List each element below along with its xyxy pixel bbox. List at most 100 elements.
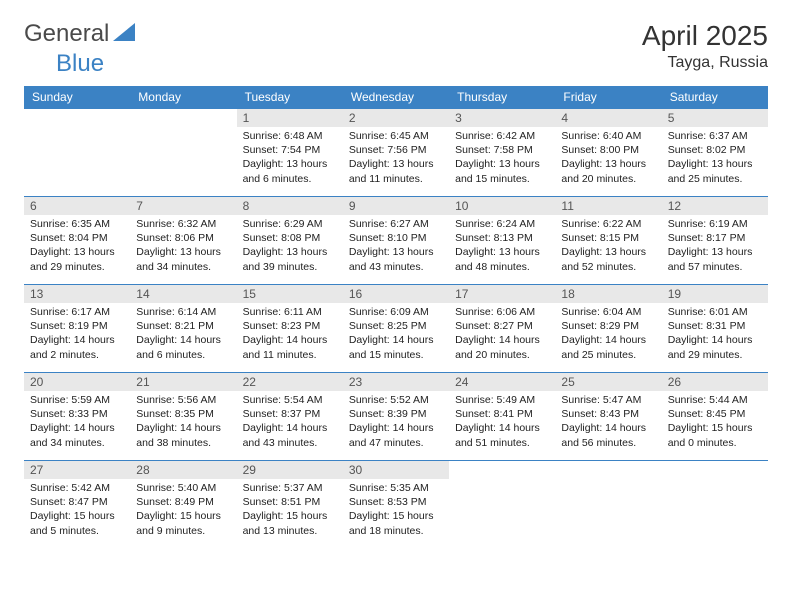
day-number: 23	[343, 373, 449, 391]
calendar-empty-cell	[130, 109, 236, 197]
day-number: 11	[555, 197, 661, 215]
calendar-day-cell: 22Sunrise: 5:54 AMSunset: 8:37 PMDayligh…	[237, 373, 343, 461]
day-number: 10	[449, 197, 555, 215]
day-number: 26	[662, 373, 768, 391]
calendar-week-row: 1Sunrise: 6:48 AMSunset: 7:54 PMDaylight…	[24, 109, 768, 197]
weekday-header-row: SundayMondayTuesdayWednesdayThursdayFrid…	[24, 86, 768, 109]
day-content: Sunrise: 6:37 AMSunset: 8:02 PMDaylight:…	[662, 127, 768, 190]
logo-text-general: General	[24, 20, 109, 48]
day-number: 16	[343, 285, 449, 303]
day-content: Sunrise: 6:01 AMSunset: 8:31 PMDaylight:…	[662, 303, 768, 366]
day-content: Sunrise: 5:44 AMSunset: 8:45 PMDaylight:…	[662, 391, 768, 454]
day-content: Sunrise: 6:40 AMSunset: 8:00 PMDaylight:…	[555, 127, 661, 190]
calendar-day-cell: 28Sunrise: 5:40 AMSunset: 8:49 PMDayligh…	[130, 461, 236, 549]
calendar-day-cell: 15Sunrise: 6:11 AMSunset: 8:23 PMDayligh…	[237, 285, 343, 373]
day-number: 9	[343, 197, 449, 215]
day-content: Sunrise: 6:19 AMSunset: 8:17 PMDaylight:…	[662, 215, 768, 278]
calendar-day-cell: 19Sunrise: 6:01 AMSunset: 8:31 PMDayligh…	[662, 285, 768, 373]
day-content: Sunrise: 5:49 AMSunset: 8:41 PMDaylight:…	[449, 391, 555, 454]
day-number: 22	[237, 373, 343, 391]
calendar-day-cell: 12Sunrise: 6:19 AMSunset: 8:17 PMDayligh…	[662, 197, 768, 285]
day-content: Sunrise: 5:47 AMSunset: 8:43 PMDaylight:…	[555, 391, 661, 454]
calendar-day-cell: 21Sunrise: 5:56 AMSunset: 8:35 PMDayligh…	[130, 373, 236, 461]
weekday-header: Thursday	[449, 86, 555, 109]
day-content: Sunrise: 5:59 AMSunset: 8:33 PMDaylight:…	[24, 391, 130, 454]
calendar-empty-cell	[555, 461, 661, 549]
day-content: Sunrise: 6:06 AMSunset: 8:27 PMDaylight:…	[449, 303, 555, 366]
calendar-day-cell: 10Sunrise: 6:24 AMSunset: 8:13 PMDayligh…	[449, 197, 555, 285]
day-content: Sunrise: 5:56 AMSunset: 8:35 PMDaylight:…	[130, 391, 236, 454]
day-content: Sunrise: 6:45 AMSunset: 7:56 PMDaylight:…	[343, 127, 449, 190]
calendar-day-cell: 9Sunrise: 6:27 AMSunset: 8:10 PMDaylight…	[343, 197, 449, 285]
weekday-header: Friday	[555, 86, 661, 109]
day-number: 3	[449, 109, 555, 127]
day-number: 20	[24, 373, 130, 391]
calendar-day-cell: 2Sunrise: 6:45 AMSunset: 7:56 PMDaylight…	[343, 109, 449, 197]
day-content: Sunrise: 6:14 AMSunset: 8:21 PMDaylight:…	[130, 303, 236, 366]
calendar-week-row: 27Sunrise: 5:42 AMSunset: 8:47 PMDayligh…	[24, 461, 768, 549]
day-number: 19	[662, 285, 768, 303]
day-content: Sunrise: 6:32 AMSunset: 8:06 PMDaylight:…	[130, 215, 236, 278]
calendar-table: SundayMondayTuesdayWednesdayThursdayFrid…	[24, 86, 768, 549]
weekday-header: Tuesday	[237, 86, 343, 109]
calendar-week-row: 6Sunrise: 6:35 AMSunset: 8:04 PMDaylight…	[24, 197, 768, 285]
day-number: 17	[449, 285, 555, 303]
calendar-empty-cell	[662, 461, 768, 549]
calendar-day-cell: 17Sunrise: 6:06 AMSunset: 8:27 PMDayligh…	[449, 285, 555, 373]
calendar-week-row: 20Sunrise: 5:59 AMSunset: 8:33 PMDayligh…	[24, 373, 768, 461]
weekday-header: Sunday	[24, 86, 130, 109]
day-number: 1	[237, 109, 343, 127]
day-content: Sunrise: 6:04 AMSunset: 8:29 PMDaylight:…	[555, 303, 661, 366]
weekday-header: Monday	[130, 86, 236, 109]
calendar-day-cell: 29Sunrise: 5:37 AMSunset: 8:51 PMDayligh…	[237, 461, 343, 549]
weekday-header: Wednesday	[343, 86, 449, 109]
day-content: Sunrise: 6:48 AMSunset: 7:54 PMDaylight:…	[237, 127, 343, 190]
day-number: 24	[449, 373, 555, 391]
day-content: Sunrise: 6:35 AMSunset: 8:04 PMDaylight:…	[24, 215, 130, 278]
logo: General	[24, 20, 137, 48]
day-content: Sunrise: 6:17 AMSunset: 8:19 PMDaylight:…	[24, 303, 130, 366]
day-content: Sunrise: 6:29 AMSunset: 8:08 PMDaylight:…	[237, 215, 343, 278]
calendar-day-cell: 5Sunrise: 6:37 AMSunset: 8:02 PMDaylight…	[662, 109, 768, 197]
day-content: Sunrise: 6:09 AMSunset: 8:25 PMDaylight:…	[343, 303, 449, 366]
calendar-day-cell: 3Sunrise: 6:42 AMSunset: 7:58 PMDaylight…	[449, 109, 555, 197]
day-content: Sunrise: 6:24 AMSunset: 8:13 PMDaylight:…	[449, 215, 555, 278]
month-title: April 2025	[642, 20, 768, 52]
calendar-day-cell: 27Sunrise: 5:42 AMSunset: 8:47 PMDayligh…	[24, 461, 130, 549]
day-number: 8	[237, 197, 343, 215]
calendar-day-cell: 25Sunrise: 5:47 AMSunset: 8:43 PMDayligh…	[555, 373, 661, 461]
calendar-day-cell: 13Sunrise: 6:17 AMSunset: 8:19 PMDayligh…	[24, 285, 130, 373]
day-content: Sunrise: 5:35 AMSunset: 8:53 PMDaylight:…	[343, 479, 449, 542]
calendar-empty-cell	[24, 109, 130, 197]
calendar-day-cell: 16Sunrise: 6:09 AMSunset: 8:25 PMDayligh…	[343, 285, 449, 373]
day-number: 28	[130, 461, 236, 479]
day-number: 2	[343, 109, 449, 127]
logo-text-blue: Blue	[56, 50, 104, 77]
day-content: Sunrise: 5:40 AMSunset: 8:49 PMDaylight:…	[130, 479, 236, 542]
calendar-week-row: 13Sunrise: 6:17 AMSunset: 8:19 PMDayligh…	[24, 285, 768, 373]
day-content: Sunrise: 6:42 AMSunset: 7:58 PMDaylight:…	[449, 127, 555, 190]
day-number: 14	[130, 285, 236, 303]
calendar-day-cell: 14Sunrise: 6:14 AMSunset: 8:21 PMDayligh…	[130, 285, 236, 373]
day-number: 6	[24, 197, 130, 215]
calendar-day-cell: 20Sunrise: 5:59 AMSunset: 8:33 PMDayligh…	[24, 373, 130, 461]
day-number: 4	[555, 109, 661, 127]
day-number: 27	[24, 461, 130, 479]
day-number: 25	[555, 373, 661, 391]
logo-triangle-icon	[113, 23, 135, 46]
day-number: 29	[237, 461, 343, 479]
calendar-day-cell: 23Sunrise: 5:52 AMSunset: 8:39 PMDayligh…	[343, 373, 449, 461]
calendar-day-cell: 24Sunrise: 5:49 AMSunset: 8:41 PMDayligh…	[449, 373, 555, 461]
calendar-day-cell: 7Sunrise: 6:32 AMSunset: 8:06 PMDaylight…	[130, 197, 236, 285]
calendar-day-cell: 26Sunrise: 5:44 AMSunset: 8:45 PMDayligh…	[662, 373, 768, 461]
day-number: 5	[662, 109, 768, 127]
day-number: 21	[130, 373, 236, 391]
calendar-day-cell: 1Sunrise: 6:48 AMSunset: 7:54 PMDaylight…	[237, 109, 343, 197]
day-number: 12	[662, 197, 768, 215]
day-content: Sunrise: 5:37 AMSunset: 8:51 PMDaylight:…	[237, 479, 343, 542]
day-number: 30	[343, 461, 449, 479]
day-content: Sunrise: 6:22 AMSunset: 8:15 PMDaylight:…	[555, 215, 661, 278]
calendar-day-cell: 30Sunrise: 5:35 AMSunset: 8:53 PMDayligh…	[343, 461, 449, 549]
calendar-empty-cell	[449, 461, 555, 549]
day-number: 7	[130, 197, 236, 215]
